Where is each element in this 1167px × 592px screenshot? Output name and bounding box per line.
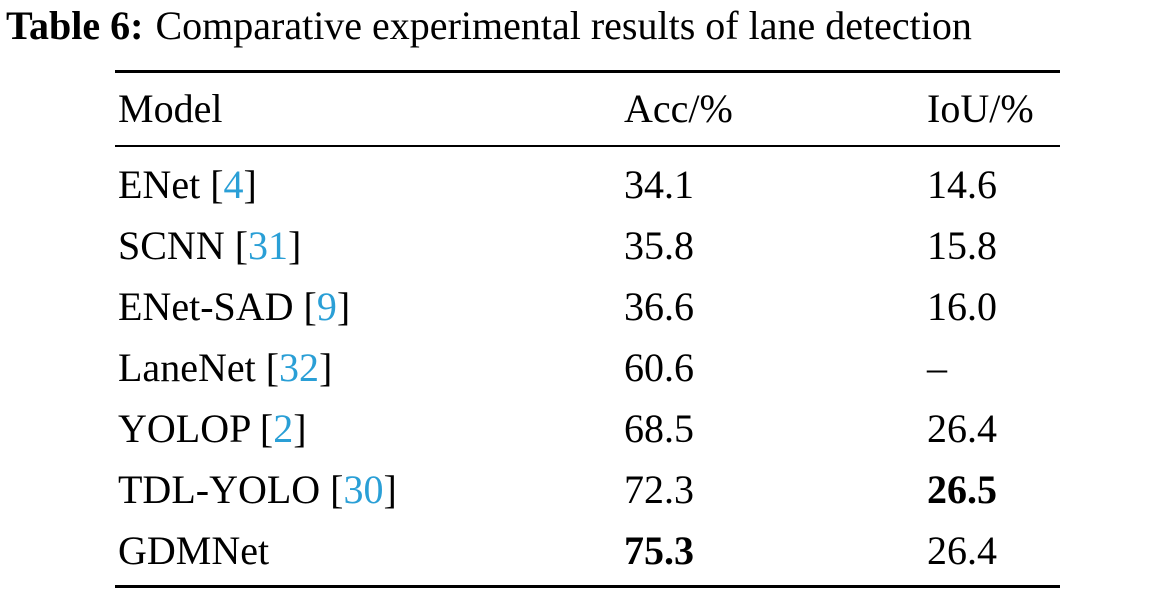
table-row: YOLOP [2] 68.5 26.4 [115, 399, 1060, 459]
model-name: TDL-YOLO [118, 467, 321, 512]
table-caption: Table 6: Comparative experimental results… [6, 2, 972, 50]
header-model: Model [118, 86, 223, 131]
model-cell: ENet-SAD [9] [118, 284, 351, 329]
acc-cell: 34.1 [624, 162, 694, 207]
model-cell: YOLOP [2] [118, 406, 307, 451]
acc-cell: 36.6 [624, 284, 694, 329]
model-cell: LaneNet [32] [118, 345, 333, 390]
model-name: GDMNet [118, 528, 270, 573]
iou-cell: 15.8 [927, 223, 997, 268]
table-caption-label: Table 6: [6, 3, 144, 48]
table-row: ENet-SAD [9] 36.6 16.0 [115, 277, 1060, 337]
header-iou: IoU/% [927, 86, 1034, 131]
table-top-rule [115, 70, 1060, 73]
citation-link[interactable]: 9 [316, 284, 337, 329]
model-name: YOLOP [118, 406, 250, 451]
table-row: SCNN [31] 35.8 15.8 [115, 216, 1060, 276]
model-name: ENet-SAD [118, 284, 294, 329]
model-cell: ENet [4] [118, 162, 257, 207]
iou-cell: 26.4 [927, 528, 997, 573]
acc-cell: 75.3 [624, 528, 694, 573]
table-row: ENet [4] 34.1 14.6 [115, 155, 1060, 215]
model-name: SCNN [118, 223, 225, 268]
acc-cell: 72.3 [624, 467, 694, 512]
iou-cell: 26.5 [927, 467, 997, 512]
table-caption-text: Comparative experimental results of lane… [155, 3, 972, 48]
citation-link[interactable]: 4 [223, 162, 244, 207]
citation-link[interactable]: 2 [273, 406, 294, 451]
model-name: LaneNet [118, 345, 256, 390]
citation-link[interactable]: 31 [248, 223, 289, 268]
model-cell: TDL-YOLO [30] [118, 467, 397, 512]
iou-cell: 14.6 [927, 162, 997, 207]
table-header-rule [115, 145, 1060, 147]
iou-cell: – [927, 345, 947, 390]
acc-cell: 60.6 [624, 345, 694, 390]
table-row: GDMNet 75.3 26.4 [115, 521, 1060, 581]
citation-link[interactable]: 30 [343, 467, 384, 512]
header-acc: Acc/% [624, 86, 733, 131]
table-row: TDL-YOLO [30] 72.3 26.5 [115, 460, 1060, 520]
iou-cell: 26.4 [927, 406, 997, 451]
model-cell: GDMNet [118, 521, 269, 581]
table-row: LaneNet [32] 60.6 – [115, 338, 1060, 398]
model-name: ENet [118, 162, 201, 207]
acc-cell: 35.8 [624, 223, 694, 268]
citation-link[interactable]: 32 [279, 345, 320, 390]
acc-cell: 68.5 [624, 406, 694, 451]
table-bottom-rule [115, 585, 1060, 588]
iou-cell: 16.0 [927, 284, 997, 329]
table-header-row: Model Acc/% IoU/% [115, 79, 1060, 139]
model-cell: SCNN [31] [118, 223, 302, 268]
